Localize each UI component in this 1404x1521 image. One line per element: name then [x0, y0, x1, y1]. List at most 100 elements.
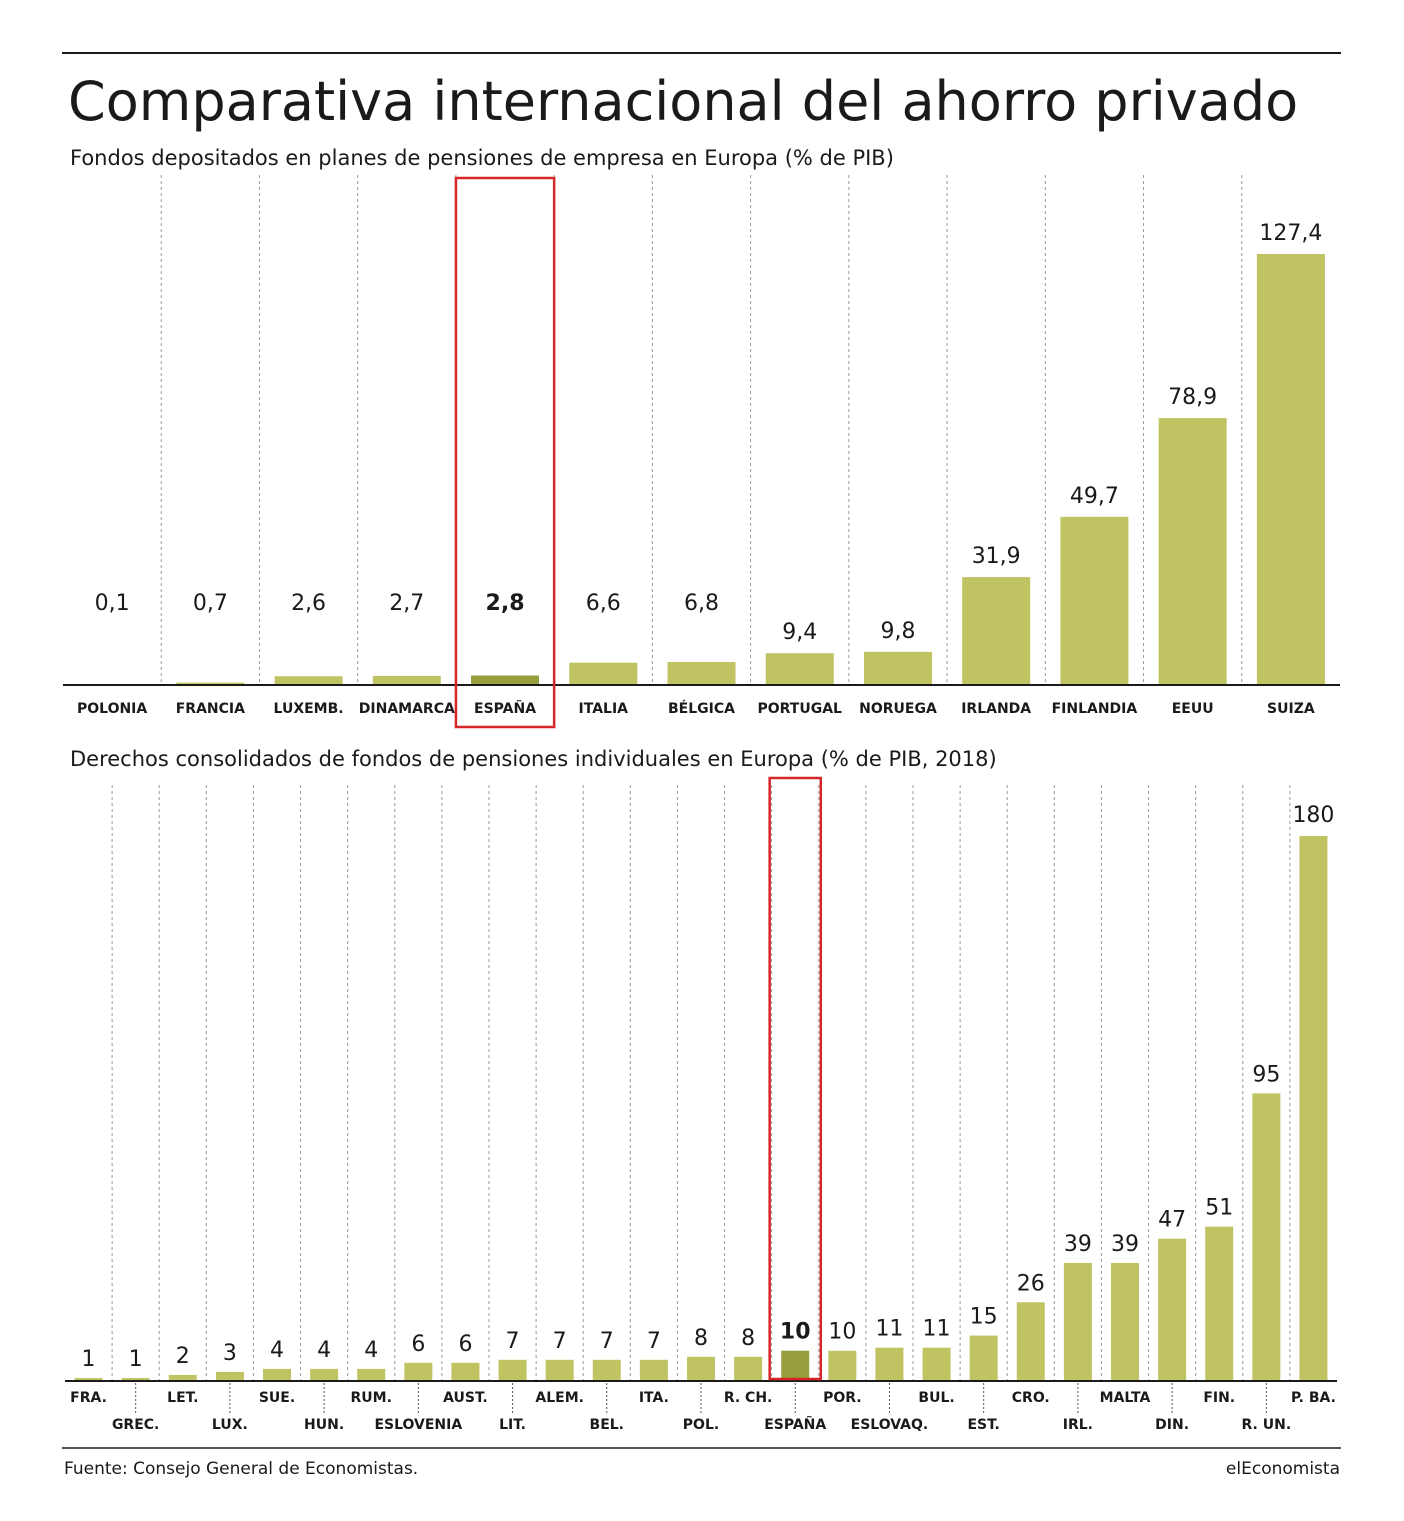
chart1-bar-belgica: [667, 661, 736, 685]
chart1-value-label-irlanda: 31,9: [972, 544, 1021, 569]
chart1-bar-espana: [471, 675, 540, 685]
chart2-value-label-hun: 4: [317, 1338, 331, 1363]
chart2-category-label-malta: MALTA: [1100, 1390, 1151, 1406]
chart1-bar-dinamarca: [372, 675, 441, 685]
chart2-category-label-grec: GREC.: [112, 1417, 159, 1433]
chart1-value-label-italia: 6,6: [586, 591, 621, 616]
chart2-bar-hun: [310, 1368, 339, 1381]
chart1-value-label-polonia: 0,1: [95, 591, 130, 616]
chart2-value-label-fra: 1: [82, 1347, 96, 1372]
chart1-category-label-francia: FRANCIA: [176, 701, 245, 717]
chart2-bar-rum: [357, 1368, 386, 1381]
chart2-category-label-r-ch: R. CH.: [724, 1390, 773, 1406]
chart1-value-label-noruega: 9,8: [880, 619, 915, 644]
chart2-bar-fin: [1205, 1226, 1234, 1381]
chart2-category-label-espana: ESPAÑA: [764, 1416, 826, 1433]
chart2-category-label-lux: LUX.: [212, 1417, 248, 1433]
chart2-value-label-top: 180: [1292, 803, 1334, 828]
chart2-bar-irl: [1063, 1262, 1092, 1381]
chart2-category-label-hun: HUN.: [304, 1417, 344, 1433]
chart1-category-label-eeuu: EEUU: [1172, 701, 1214, 717]
chart2-plot: 1 FRA. 1 GREC. 2 LET. 3 LUX. 4 SUE. 4 HUN. 4 RUM. 6 ESL…: [65, 776, 1337, 1433]
chart2-category-label-ita: ITA.: [639, 1390, 669, 1406]
chart1-value-label-finlandia: 49,7: [1070, 484, 1119, 509]
chart2-category-label-fin: FIN.: [1203, 1390, 1235, 1406]
chart2-category-label-let: LET.: [167, 1390, 198, 1406]
chart1-bar-luxemb: [274, 676, 343, 685]
chart2-value-label-est: 15: [970, 1305, 998, 1330]
chart1-category-label-suiza: SUIZA: [1267, 701, 1315, 717]
chart1-category-label-luxemb: LUXEMB.: [274, 701, 344, 717]
chart2-value-label-sue: 4: [270, 1338, 284, 1363]
chart2-category-label-din: DIN.: [1155, 1417, 1189, 1433]
chart2-category-label-rum: RUM.: [351, 1390, 392, 1406]
chart2-category-label-sue: SUE.: [259, 1390, 295, 1406]
chart2-bar-malta: [1111, 1262, 1139, 1381]
chart1-category-label-irlanda: IRLANDA: [961, 701, 1031, 717]
chart1-value-label-suiza: 127,4: [1259, 221, 1322, 246]
chart2-bar-r-un: [1252, 1093, 1281, 1381]
chart1-category-label-belgica: BÉLGICA: [668, 700, 735, 717]
chart2-category-label-est: EST.: [967, 1417, 999, 1433]
chart2-category-label-fra: FRA.: [70, 1390, 107, 1406]
chart2-bar-por: [828, 1350, 857, 1381]
chart1-category-label-espana: ESPAÑA: [474, 700, 536, 717]
chart2-category-label-alem: ALEM.: [535, 1390, 584, 1406]
chart1-category-label-italia: ITALIA: [579, 701, 629, 717]
chart2-value-label-let: 2: [176, 1344, 190, 1369]
chart2-value-label-bul: 11: [923, 1317, 951, 1342]
page-title: Comparativa internacional del ahorro pri…: [68, 70, 1298, 133]
chart2-bar-bul: [922, 1347, 951, 1381]
chart1-highlight-box: [454, 176, 556, 729]
chart2-value-label-lit: 7: [506, 1329, 520, 1354]
chart2-bar-lit: [498, 1359, 527, 1381]
chart2-bar-cro: [1016, 1302, 1045, 1381]
chart2-bar-fra: [74, 1377, 103, 1381]
chart2-value-label-eslovaq: 11: [875, 1317, 903, 1342]
chart1-category-label-polonia: POLONIA: [77, 701, 147, 717]
chart2-value-label-espana: 10: [780, 1320, 811, 1345]
chart1-value-label-espana: 2,8: [486, 591, 525, 616]
chart2-bar-r-ch: [734, 1356, 763, 1381]
chart2-value-label-grec: 1: [129, 1347, 143, 1372]
chart1-value-label-francia: 0,7: [193, 591, 228, 616]
chart1-category-label-dinamarca: DINAMARCA: [359, 701, 455, 717]
chart2-bar-espana: [781, 1350, 810, 1381]
chart2-bar-ita: [639, 1359, 668, 1381]
chart2-category-label-bel: BEL.: [590, 1417, 624, 1433]
chart2-value-label-malta: 39: [1111, 1232, 1139, 1257]
chart1-plot: 0,1 POLONIA 0,7 FRANCIA 2,6 LUXEMB. 2,7 DINAMAR…: [63, 175, 1340, 729]
chart2-value-label-rum: 4: [364, 1338, 378, 1363]
chart2-category-label-irl: IRL.: [1063, 1417, 1093, 1433]
chart1-bar-francia: [176, 682, 245, 685]
chart2-value-label-pol: 8: [694, 1326, 708, 1351]
chart1-value-label-luxemb: 2,6: [291, 591, 326, 616]
chart2-bar-din: [1158, 1238, 1187, 1381]
chart2-bar-aust: [451, 1362, 480, 1381]
chart2-value-label-por: 10: [828, 1320, 856, 1345]
chart2-bar-eslovaq: [875, 1347, 904, 1381]
chart2-category-label-eslovenia: ESLOVENIA: [374, 1417, 462, 1433]
chart1-value-label-dinamarca: 2,7: [389, 591, 424, 616]
chart2-bar-alem: [545, 1359, 574, 1381]
chart2-bar-grec: [121, 1377, 150, 1381]
chart1-bar-italia: [569, 662, 638, 685]
chart2-category-label-r-un: R. UN.: [1242, 1417, 1292, 1433]
chart2-bar-bel: [592, 1359, 621, 1381]
chart2-value-label-irl: 39: [1064, 1232, 1092, 1257]
chart2-bar-lux: [215, 1371, 244, 1381]
chart2-category-label-eslovaq: ESLOVAQ.: [851, 1417, 929, 1433]
chart2-value-label-eslovenia: 6: [411, 1332, 425, 1357]
chart1-bar-suiza: [1256, 254, 1325, 685]
chart1-category-label-finlandia: FINLANDIA: [1052, 701, 1138, 717]
chart2-value-label-ita: 7: [647, 1329, 661, 1354]
chart2-category-label-cro: CRO.: [1012, 1390, 1050, 1406]
chart2-value-label-aust: 6: [458, 1332, 472, 1357]
chart2-title: Derechos consolidados de fondos de pensi…: [70, 747, 997, 771]
chart2-bar-sue: [263, 1368, 291, 1381]
chart1-bar-finlandia: [1060, 516, 1129, 685]
chart2-bar-pol: [687, 1356, 715, 1381]
chart2-value-label-cro: 26: [1017, 1271, 1045, 1296]
chart1-bar-eeuu: [1158, 418, 1227, 685]
